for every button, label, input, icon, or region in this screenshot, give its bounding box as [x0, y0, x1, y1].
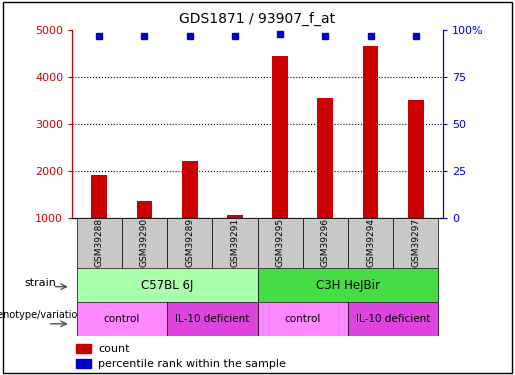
Text: GSM39290: GSM39290 — [140, 218, 149, 267]
Bar — [258, 302, 348, 336]
Bar — [408, 100, 424, 218]
Bar — [212, 217, 258, 268]
Text: C57BL 6J: C57BL 6J — [141, 279, 193, 291]
Bar — [348, 302, 438, 336]
Text: count: count — [98, 344, 130, 354]
Bar — [77, 268, 258, 302]
Bar — [76, 344, 91, 352]
Text: genotype/variation: genotype/variation — [0, 310, 83, 320]
Bar — [136, 201, 152, 217]
Bar — [122, 217, 167, 268]
Bar — [363, 46, 379, 217]
Text: percentile rank within the sample: percentile rank within the sample — [98, 359, 286, 369]
Text: GSM39288: GSM39288 — [95, 218, 104, 267]
Text: GSM39289: GSM39289 — [185, 218, 194, 267]
Text: GSM39291: GSM39291 — [230, 218, 239, 267]
Text: IL-10 deficient: IL-10 deficient — [356, 314, 431, 324]
Bar — [91, 176, 107, 217]
Bar — [258, 217, 303, 268]
Bar — [167, 217, 212, 268]
Bar — [76, 359, 91, 368]
Bar — [77, 302, 167, 336]
Text: GSM39297: GSM39297 — [411, 218, 420, 267]
Text: strain: strain — [25, 278, 57, 288]
Text: C3H HeJBir: C3H HeJBir — [316, 279, 380, 291]
Text: GSM39296: GSM39296 — [321, 218, 330, 267]
Bar — [348, 217, 393, 268]
Bar — [317, 98, 333, 218]
Bar — [272, 56, 288, 217]
Text: GSM39295: GSM39295 — [276, 218, 285, 267]
Text: control: control — [284, 314, 321, 324]
Bar — [303, 217, 348, 268]
Bar — [167, 302, 258, 336]
Bar — [182, 161, 198, 218]
Bar — [258, 268, 438, 302]
Text: GSM39294: GSM39294 — [366, 218, 375, 267]
Bar — [77, 217, 122, 268]
Text: IL-10 deficient: IL-10 deficient — [175, 314, 249, 324]
Text: control: control — [104, 314, 140, 324]
Bar — [227, 215, 243, 217]
Bar — [393, 217, 438, 268]
Title: GDS1871 / 93907_f_at: GDS1871 / 93907_f_at — [179, 12, 336, 26]
